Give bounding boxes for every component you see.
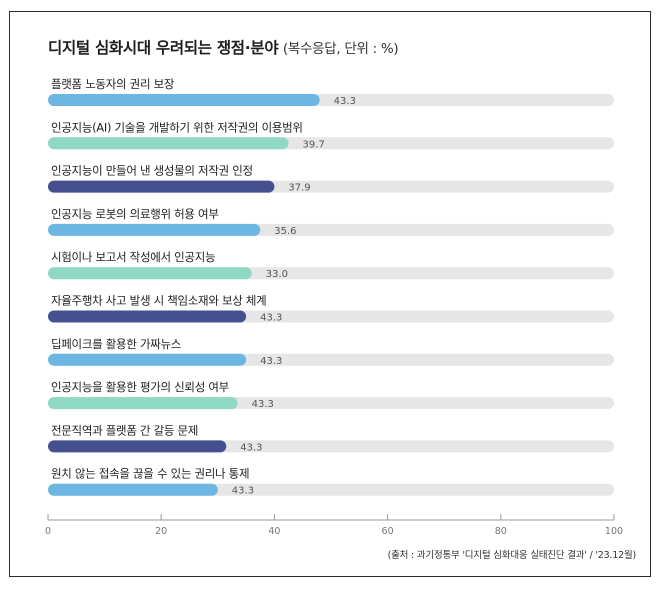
bar bbox=[48, 483, 218, 496]
bar bbox=[48, 137, 289, 150]
chart-subtitle: (복수응답, 단위 : %) bbox=[282, 41, 399, 57]
category-label: 자율주행차 사고 발생 시 책임소재와 보상 체계 bbox=[51, 294, 266, 308]
value-label: 43.3 bbox=[334, 96, 356, 107]
bar bbox=[48, 353, 247, 366]
value-label: 33.0 bbox=[266, 269, 288, 280]
category-label: 인공지능 로봇의 의료행위 허용 여부 bbox=[51, 207, 219, 221]
value-label: 43.3 bbox=[260, 356, 282, 367]
x-tick-label: 100 bbox=[605, 526, 623, 537]
value-label: 43.3 bbox=[232, 486, 254, 497]
chart-title: 디지털 심화시대 우려되는 쟁점·분야 bbox=[48, 39, 279, 57]
category-label: 원치 않는 접속을 끊을 수 있는 권리나 통제 bbox=[51, 467, 249, 481]
value-label: 43.3 bbox=[240, 442, 262, 453]
x-tick-label: 60 bbox=[382, 526, 394, 537]
category-label: 인공지능을 활용한 평가의 신뢰성 여부 bbox=[51, 380, 229, 394]
bar bbox=[48, 440, 227, 453]
x-tick-label: 0 bbox=[45, 526, 51, 537]
bar bbox=[48, 223, 261, 236]
bar bbox=[48, 310, 247, 323]
bar bbox=[48, 397, 238, 410]
bar bbox=[48, 94, 320, 106]
value-label: 39.7 bbox=[303, 139, 325, 150]
bar bbox=[48, 180, 275, 193]
value-label: 35.6 bbox=[274, 226, 296, 237]
value-label: 37.9 bbox=[288, 183, 310, 194]
x-tick-label: 80 bbox=[495, 526, 507, 537]
category-label: 시험이나 보고서 작성에서 인공지능 bbox=[51, 250, 215, 264]
category-label: 전문직역과 플랫폼 간 갈등 문제 bbox=[51, 423, 198, 437]
value-label: 43.3 bbox=[252, 399, 274, 410]
chart-title-block: 디지털 심화시대 우려되는 쟁점·분야 (복수응답, 단위 : %) bbox=[48, 36, 399, 58]
category-label: 인공지능(AI) 기술을 개발하기 위한 저작권의 이용범위 bbox=[51, 120, 303, 134]
category-label: 인공지능이 만들어 낸 생성물의 저작권 인정 bbox=[51, 164, 253, 178]
category-label: 플랫폼 노동자의 권리 보장 bbox=[51, 77, 175, 91]
x-tick-label: 20 bbox=[155, 526, 167, 537]
bar bbox=[48, 267, 252, 280]
category-label: 딥페이크를 활용한 가짜뉴스 bbox=[51, 337, 181, 351]
source-note: (출처 : 과기정통부 '디지털 심화대응 실태진단 결과' / '23.12월… bbox=[387, 550, 637, 561]
x-tick-label: 40 bbox=[268, 526, 280, 537]
value-label: 43.3 bbox=[260, 313, 282, 324]
